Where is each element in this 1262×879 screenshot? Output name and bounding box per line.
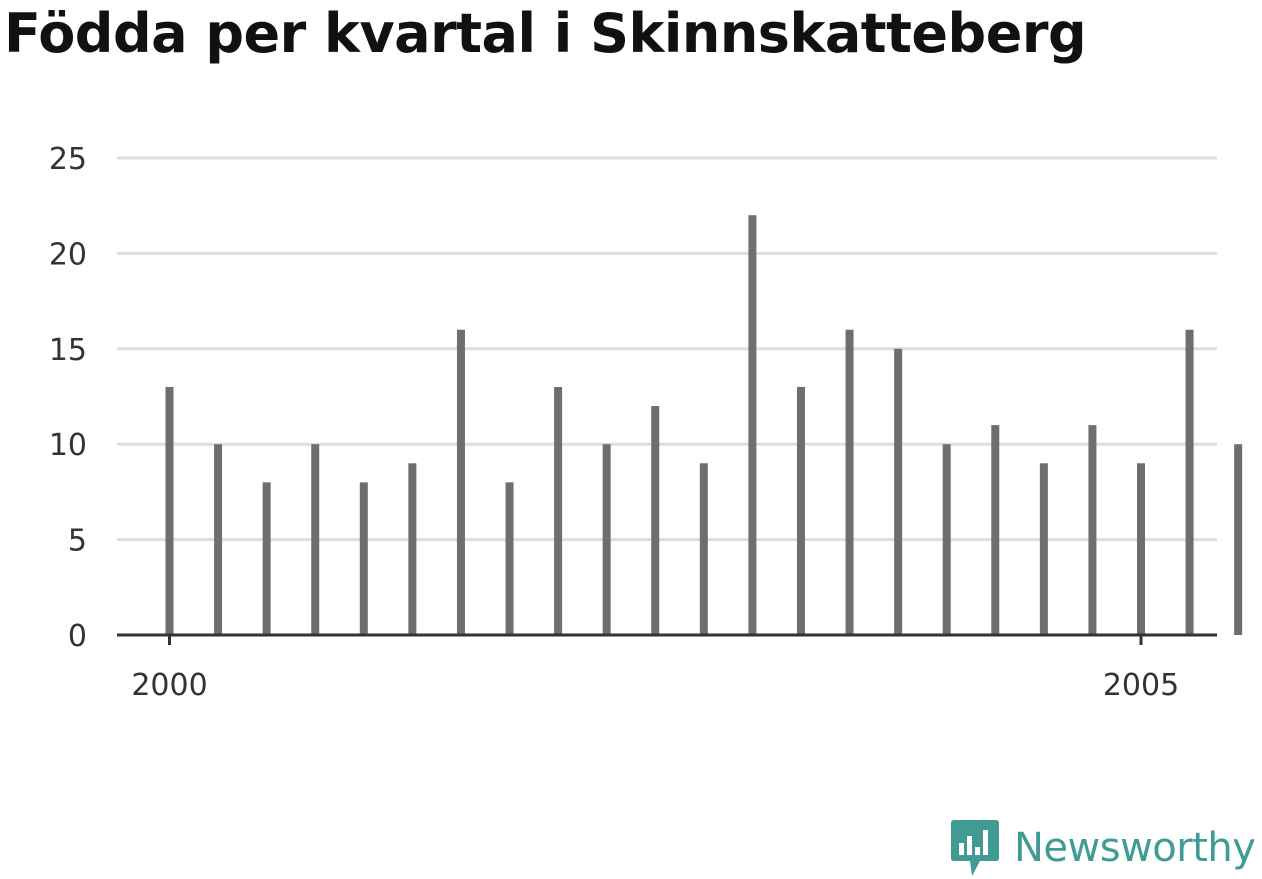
bar (699, 463, 708, 635)
gridlines (117, 156, 1217, 542)
bar (942, 444, 951, 635)
y-tick-label: 25 (49, 142, 87, 177)
bar (796, 386, 805, 635)
bar (359, 482, 368, 635)
bar (845, 329, 854, 635)
bar (1234, 444, 1243, 635)
bar (748, 215, 757, 636)
y-tick-label: 0 (68, 619, 87, 654)
bar (1039, 463, 1048, 635)
bar (408, 463, 417, 635)
x-tick-label: 2005 (1103, 668, 1179, 703)
bar (262, 482, 271, 635)
bar (1088, 425, 1097, 635)
bar (456, 329, 465, 635)
tick-labels: 05101520252000200520102015202020250 (49, 142, 1179, 703)
y-tick-label: 10 (49, 428, 87, 463)
bar (505, 482, 514, 635)
bar (1137, 463, 1145, 635)
bar (165, 386, 174, 635)
bars (165, 215, 1243, 636)
bar (991, 425, 1000, 635)
bar (214, 444, 223, 635)
x-tick-label: 2000 (131, 668, 207, 703)
newsworthy-logo-icon (951, 820, 999, 876)
newsworthy-logo: Newsworthy (950, 818, 1256, 878)
y-tick-label: 5 (68, 524, 87, 559)
bar (554, 386, 563, 635)
y-tick-label: 15 (49, 333, 87, 368)
bar (602, 444, 611, 635)
bar (894, 348, 903, 635)
y-tick-label: 20 (49, 237, 87, 272)
bar (1185, 329, 1194, 635)
bar (311, 444, 320, 635)
chart-title: Födda per kvartal i Skinnskatteberg (4, 2, 1087, 65)
axes (117, 633, 1217, 645)
newsworthy-logo-text: Newsworthy (1014, 825, 1256, 871)
bar (651, 406, 660, 635)
